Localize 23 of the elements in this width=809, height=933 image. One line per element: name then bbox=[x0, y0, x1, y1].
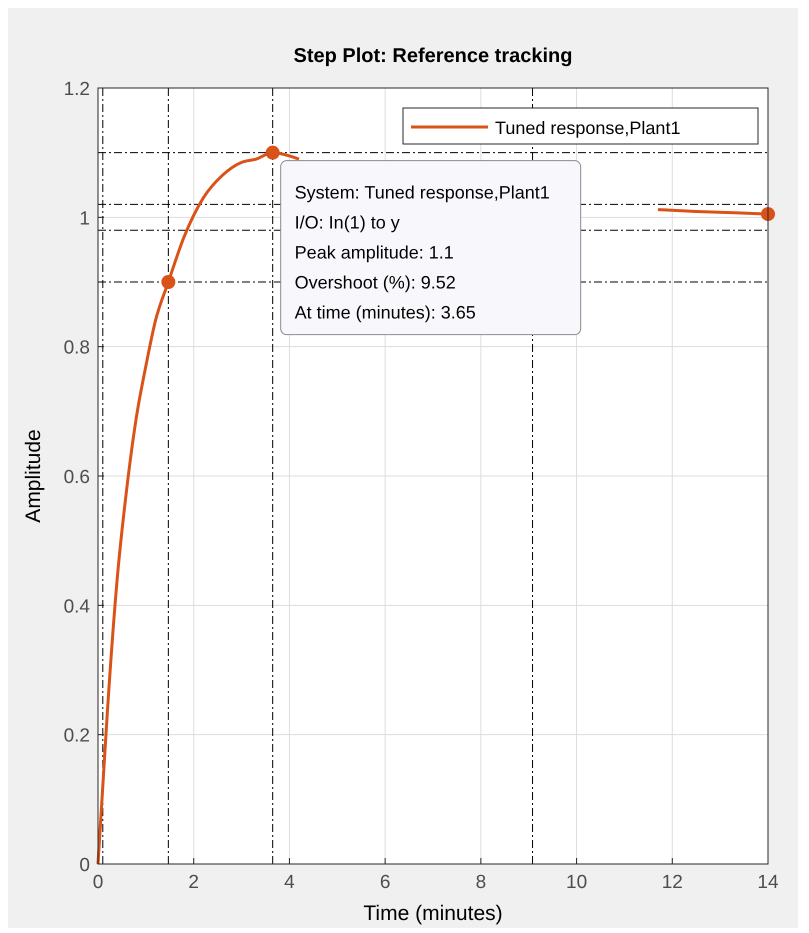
point bbox=[161, 275, 176, 289]
x-tick-label: 0 bbox=[92, 872, 104, 893]
x-tick-label: 4 bbox=[284, 872, 296, 893]
x-tick-label: 6 bbox=[380, 872, 390, 893]
x-tick-label: 10 bbox=[566, 872, 588, 893]
x-tick-label: 2 bbox=[188, 872, 200, 893]
y-tick-label: 0.2 bbox=[64, 726, 90, 747]
chart-title: Step Plot: Reference tracking bbox=[294, 45, 572, 67]
y-tick-label: 1 bbox=[79, 208, 90, 230]
annotation: System: Tuned response,Plant1 I/O: In(1) to y Peak amplitude: 1.1 Overshoot (%): 9.52 At time (minutes): 3.65 bbox=[294, 182, 550, 323]
y-tick-label: 1.2 bbox=[64, 79, 90, 100]
x-tick-label: 8 bbox=[476, 872, 486, 893]
y-tick-label: 0.8 bbox=[64, 338, 90, 359]
x-tick-label: 12 bbox=[662, 872, 683, 893]
legend-label: Tuned response,Plant1 bbox=[495, 118, 680, 138]
x-tick-label: 14 bbox=[757, 872, 779, 893]
y-axis-title: Amplitude bbox=[22, 429, 45, 523]
y-tick-label: 0 bbox=[79, 855, 90, 876]
point bbox=[761, 207, 775, 222]
x-axis-title: Time (minutes) bbox=[363, 902, 503, 925]
y-tick-label: 0.4 bbox=[64, 596, 90, 618]
y-tick-label: 0.6 bbox=[64, 467, 90, 488]
point bbox=[266, 146, 280, 160]
